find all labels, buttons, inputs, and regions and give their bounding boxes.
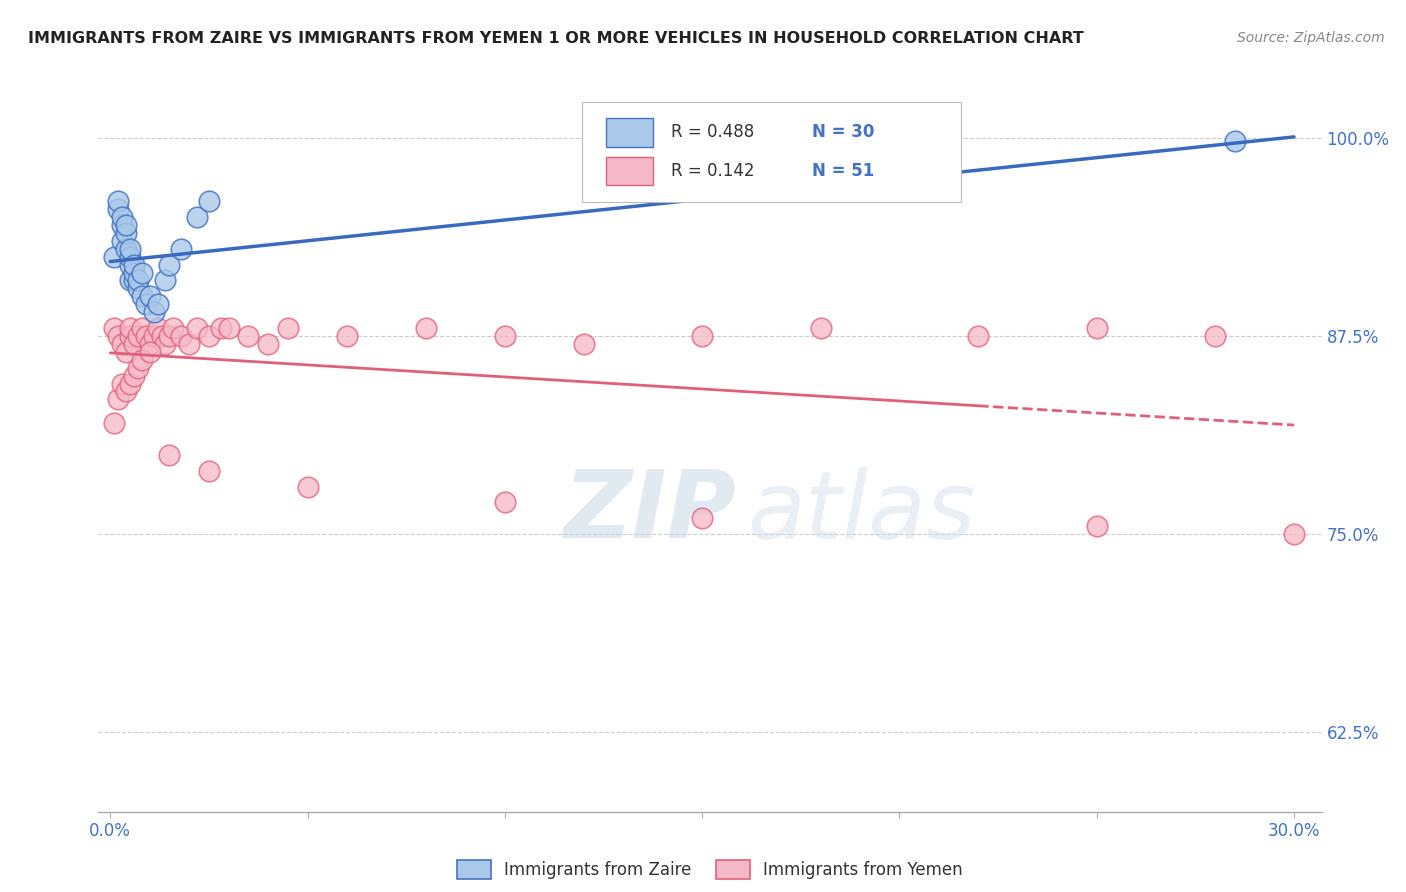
Point: [111, 218, 134, 232]
Point: [186, 321, 208, 335]
Point: [150, 329, 173, 343]
Point: [131, 352, 153, 367]
Text: atlas: atlas: [747, 467, 974, 558]
FancyBboxPatch shape: [606, 118, 652, 146]
Point: [138, 289, 160, 303]
Point: [127, 329, 149, 343]
Point: [107, 392, 129, 407]
Point: [131, 321, 153, 335]
Point: [146, 321, 169, 335]
Point: [118, 258, 141, 272]
Point: [122, 258, 145, 272]
Point: [186, 210, 208, 224]
Point: [179, 337, 201, 351]
Point: [810, 321, 832, 335]
Point: [277, 321, 299, 335]
Point: [198, 464, 221, 478]
Point: [135, 329, 157, 343]
Point: [118, 376, 141, 391]
Point: [415, 321, 437, 335]
Point: [115, 226, 138, 240]
Point: [103, 250, 125, 264]
Point: [170, 329, 193, 343]
Point: [572, 337, 595, 351]
Point: [115, 218, 138, 232]
Point: [494, 495, 516, 509]
Point: [1085, 519, 1108, 533]
Point: [138, 337, 160, 351]
Point: [690, 329, 713, 343]
Point: [336, 329, 359, 343]
Point: [131, 266, 153, 280]
Point: [127, 281, 149, 295]
Point: [115, 384, 138, 399]
Point: [1085, 321, 1108, 335]
Point: [111, 376, 134, 391]
Point: [967, 329, 990, 343]
Point: [1204, 329, 1226, 343]
Text: ZIP: ZIP: [564, 466, 737, 558]
Point: [107, 202, 129, 216]
Point: [297, 480, 319, 494]
Point: [103, 416, 125, 430]
Point: [209, 321, 232, 335]
Point: [138, 344, 160, 359]
Point: [131, 289, 153, 303]
Point: [142, 305, 165, 319]
Point: [122, 368, 145, 383]
Point: [115, 344, 138, 359]
Point: [111, 210, 134, 224]
Point: [107, 194, 129, 209]
FancyBboxPatch shape: [606, 157, 652, 186]
Point: [159, 258, 181, 272]
Legend: Immigrants from Zaire, Immigrants from Yemen: Immigrants from Zaire, Immigrants from Y…: [451, 853, 969, 886]
Point: [146, 297, 169, 311]
Point: [198, 329, 221, 343]
Point: [118, 242, 141, 256]
Point: [494, 329, 516, 343]
Point: [238, 329, 260, 343]
Point: [127, 360, 149, 375]
Point: [257, 337, 280, 351]
Point: [111, 234, 134, 248]
Point: [159, 448, 181, 462]
Point: [198, 194, 221, 209]
Point: [118, 250, 141, 264]
Point: [142, 329, 165, 343]
Point: [155, 273, 177, 287]
Point: [1223, 134, 1246, 148]
Point: [690, 511, 713, 525]
Point: [1282, 527, 1305, 541]
Point: [170, 242, 193, 256]
Text: IMMIGRANTS FROM ZAIRE VS IMMIGRANTS FROM YEMEN 1 OR MORE VEHICLES IN HOUSEHOLD C: IMMIGRANTS FROM ZAIRE VS IMMIGRANTS FROM…: [28, 31, 1084, 46]
Point: [122, 273, 145, 287]
Point: [218, 321, 240, 335]
Text: Source: ZipAtlas.com: Source: ZipAtlas.com: [1237, 31, 1385, 45]
Point: [107, 329, 129, 343]
Text: N = 51: N = 51: [811, 162, 873, 180]
FancyBboxPatch shape: [582, 102, 960, 202]
Text: N = 30: N = 30: [811, 123, 875, 141]
Point: [127, 273, 149, 287]
Point: [111, 337, 134, 351]
Text: R = 0.488: R = 0.488: [671, 123, 754, 141]
Point: [118, 329, 141, 343]
Point: [122, 266, 145, 280]
Point: [159, 329, 181, 343]
Point: [118, 273, 141, 287]
Point: [103, 321, 125, 335]
Point: [115, 242, 138, 256]
Text: R = 0.142: R = 0.142: [671, 162, 755, 180]
Point: [122, 337, 145, 351]
Point: [162, 321, 184, 335]
Point: [118, 321, 141, 335]
Point: [155, 337, 177, 351]
Point: [135, 297, 157, 311]
